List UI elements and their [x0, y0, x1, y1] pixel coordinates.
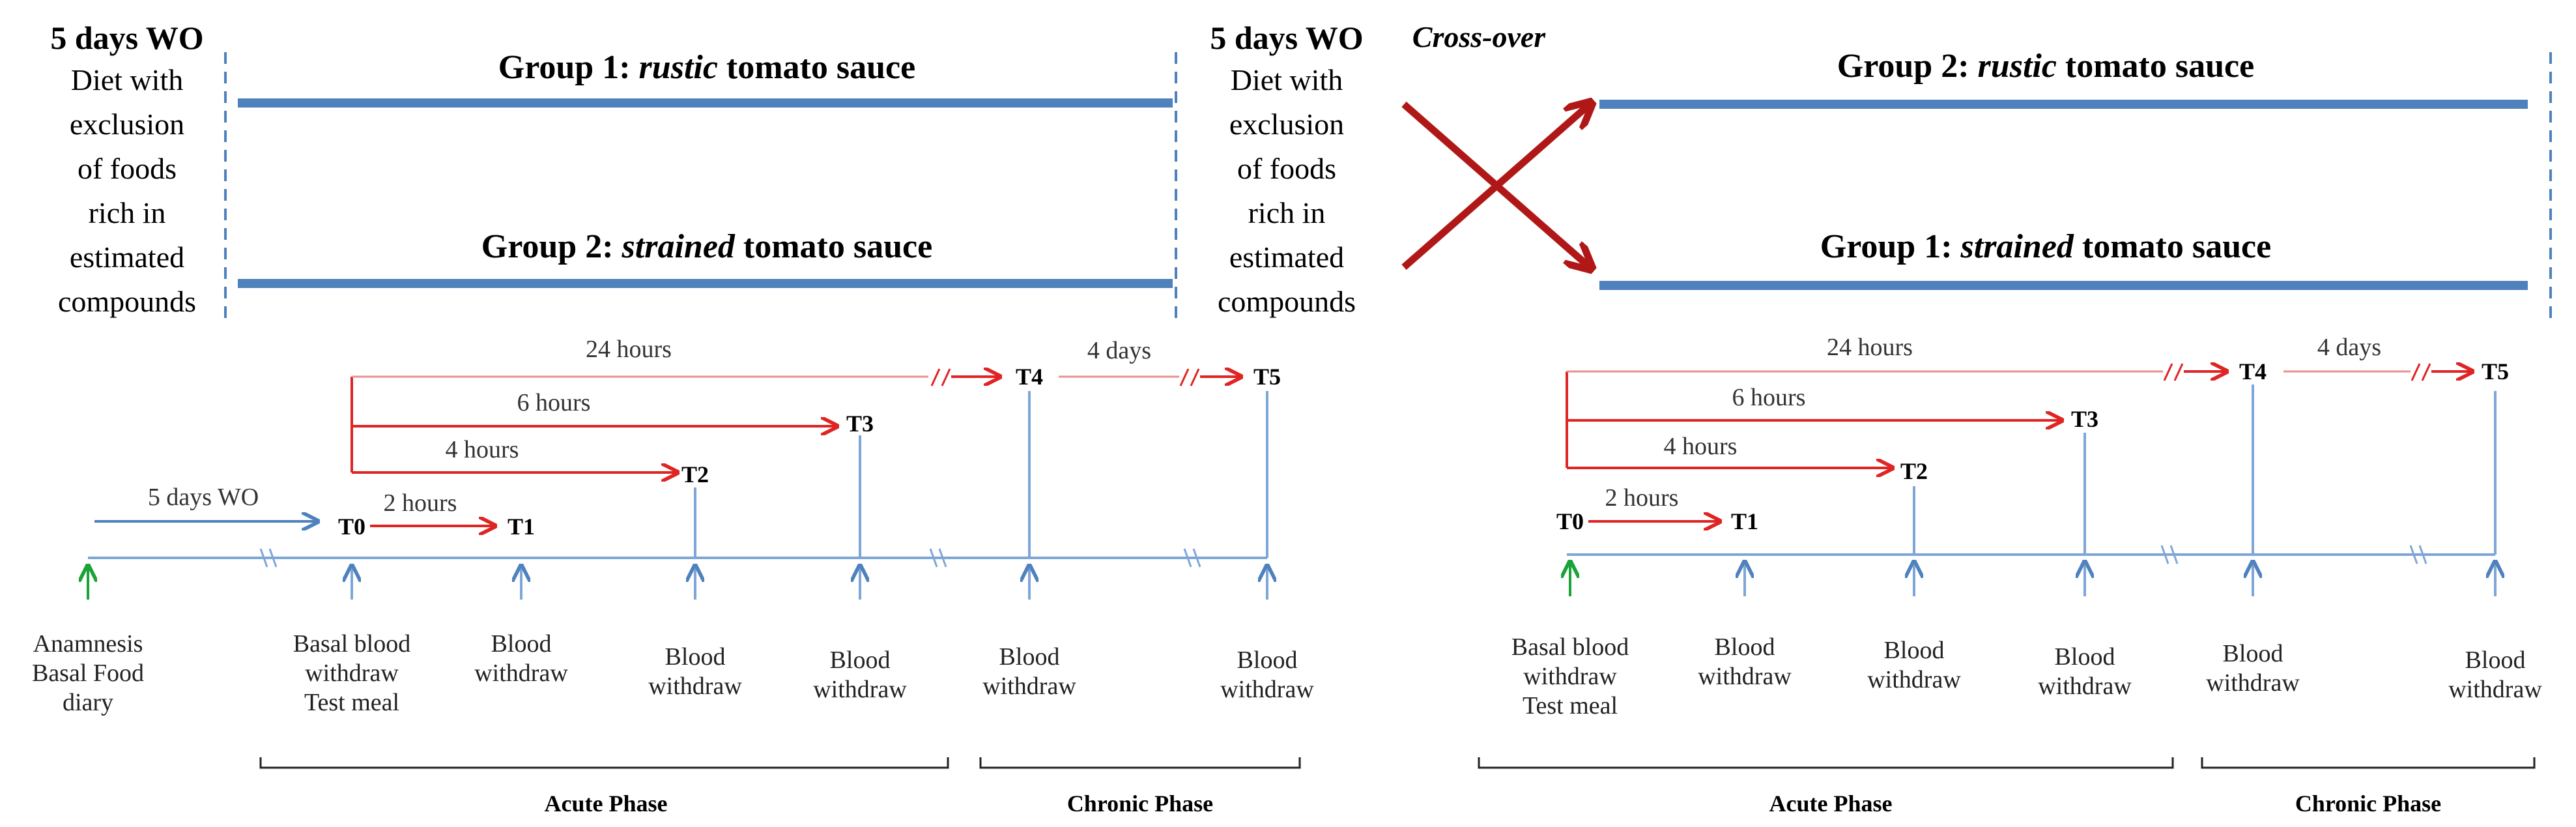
- right-24h-break: [2163, 363, 2184, 381]
- left-label-line: Blood: [491, 630, 552, 658]
- left-timepoint: T4: [1016, 364, 1043, 390]
- middle-diet-text: Diet with exclusion of foods rich in est…: [1218, 63, 1356, 318]
- left-label-line: Basal blood: [293, 630, 410, 658]
- right-timepoint: T1: [1731, 508, 1758, 534]
- left-group-a-title: Group 1: rustic tomato sauce: [498, 49, 915, 86]
- right-label-line: withdraw: [2038, 673, 2132, 700]
- right-label-line: withdraw: [2206, 669, 2300, 697]
- axis-break: [2409, 545, 2427, 564]
- left-acute-phase-label: Acute Phase: [545, 791, 668, 817]
- right-label-line: Test meal: [1523, 692, 1618, 719]
- crossover-title: Cross-over: [1412, 20, 1547, 53]
- middle-diet-line: compounds: [1218, 285, 1356, 318]
- right-label-line: Blood: [1884, 637, 1945, 664]
- right-4d-break: [2411, 363, 2431, 381]
- right-chronic-bracket: [2201, 757, 2536, 769]
- middle-washout-title: 5 days WO: [1210, 20, 1363, 56]
- axis-break: [2160, 545, 2179, 564]
- left-diet-line: compounds: [58, 285, 196, 318]
- left-timepoint: T2: [681, 461, 709, 487]
- left-group-b-title: Group 2: strained tomato sauce: [481, 228, 932, 265]
- right-label-line: Basal blood: [1511, 633, 1629, 661]
- left-diet-line: rich in: [89, 196, 166, 229]
- left-4d-label: 4 days: [1087, 337, 1151, 364]
- right-6h-label: 6 hours: [1732, 384, 1806, 411]
- right-acute-phase-label: Acute Phase: [1769, 791, 1893, 817]
- left-label-line: Basal Food: [32, 660, 144, 687]
- left-diet-text: Diet with exclusion of foods rich in est…: [58, 63, 196, 318]
- left-4d-break: [1179, 368, 1200, 386]
- right-acute-bracket: [1478, 757, 2174, 769]
- axis-break: [929, 548, 947, 568]
- left-6h-label: 6 hours: [517, 389, 591, 416]
- left-label-line: Blood: [1237, 646, 1298, 674]
- left-2h-label: 2 hours: [384, 489, 457, 517]
- right-24h-label: 24 hours: [1827, 334, 1913, 361]
- middle-diet-line: of foods: [1237, 152, 1336, 185]
- left-diet-line: Diet with: [71, 63, 183, 96]
- left-label-line: Blood: [999, 643, 1060, 671]
- left-diet-line: exclusion: [70, 108, 184, 141]
- left-chronic-bracket: [979, 757, 1301, 769]
- right-timepoint: T4: [2239, 358, 2267, 384]
- right-4d-label: 4 days: [2317, 334, 2381, 361]
- left-label-line: withdraw: [474, 660, 568, 687]
- right-timepoint: T0: [1556, 508, 1584, 534]
- right-label-line: withdraw: [1523, 663, 1617, 690]
- right-label-line: Blood: [1715, 633, 1775, 661]
- left-timepoint: T0: [338, 514, 365, 540]
- left-label-line: withdraw: [982, 673, 1076, 700]
- left-diet-line: estimated: [70, 240, 184, 274]
- middle-diet-line: exclusion: [1229, 108, 1344, 141]
- right-4h-label: 4 hours: [1664, 433, 1738, 460]
- middle-diet-line: rich in: [1248, 196, 1326, 229]
- right-timeline: 24 hours 6 hours 4 hours 2 hours 4 days …: [1478, 334, 2542, 817]
- right-timepoint: T2: [1900, 458, 1928, 484]
- left-chronic-phase-label: Chronic Phase: [1067, 791, 1213, 817]
- left-24h-label: 24 hours: [586, 336, 672, 363]
- right-label-line: Blood: [2055, 643, 2115, 671]
- right-group-a-title: Group 2: rustic tomato sauce: [1837, 48, 2254, 85]
- right-label-line: withdraw: [1698, 663, 1792, 690]
- middle-diet-line: estimated: [1229, 240, 1344, 274]
- left-label-line: withdraw: [648, 673, 742, 700]
- left-label-line: diary: [63, 689, 113, 716]
- right-label-line: Blood: [2223, 640, 2283, 667]
- right-timepoint: T3: [2071, 406, 2098, 432]
- left-label-line: withdraw: [813, 676, 907, 703]
- left-wo-duration: 5 days WO: [148, 484, 259, 511]
- left-4h-label: 4 hours: [446, 436, 519, 463]
- left-24h-break: [930, 368, 951, 386]
- left-label-line: Test meal: [304, 689, 399, 716]
- axis-break: [1183, 548, 1201, 568]
- left-timepoint: T5: [1253, 364, 1281, 390]
- left-label-line: Blood: [830, 646, 891, 674]
- right-group-b-title: Group 1: strained tomato sauce: [1820, 228, 2271, 265]
- left-washout-title: 5 days WO: [50, 20, 203, 56]
- left-label-line: withdraw: [305, 660, 399, 687]
- axis-break: [259, 548, 278, 568]
- left-diet-line: of foods: [78, 152, 177, 185]
- left-label-line: Blood: [665, 643, 726, 671]
- left-timepoint: T1: [508, 514, 535, 540]
- left-label-line: withdraw: [1220, 676, 1314, 703]
- crossover-arrow-up: [1401, 104, 1590, 270]
- right-chronic-phase-label: Chronic Phase: [2295, 791, 2441, 817]
- right-label-line: withdraw: [1867, 666, 1961, 693]
- left-timepoint: T3: [846, 411, 874, 437]
- left-label-line: Anamnesis: [33, 630, 143, 658]
- left-acute-bracket: [259, 757, 949, 769]
- right-label-line: Blood: [2465, 646, 2526, 674]
- right-2h-label: 2 hours: [1605, 484, 1679, 512]
- middle-diet-line: Diet with: [1231, 63, 1343, 96]
- right-label-line: withdraw: [2448, 676, 2542, 703]
- left-timeline: 5 days WO 24 hours 6 hours 4 hours 2 hou…: [32, 336, 1314, 817]
- right-timepoint: T5: [2482, 358, 2509, 384]
